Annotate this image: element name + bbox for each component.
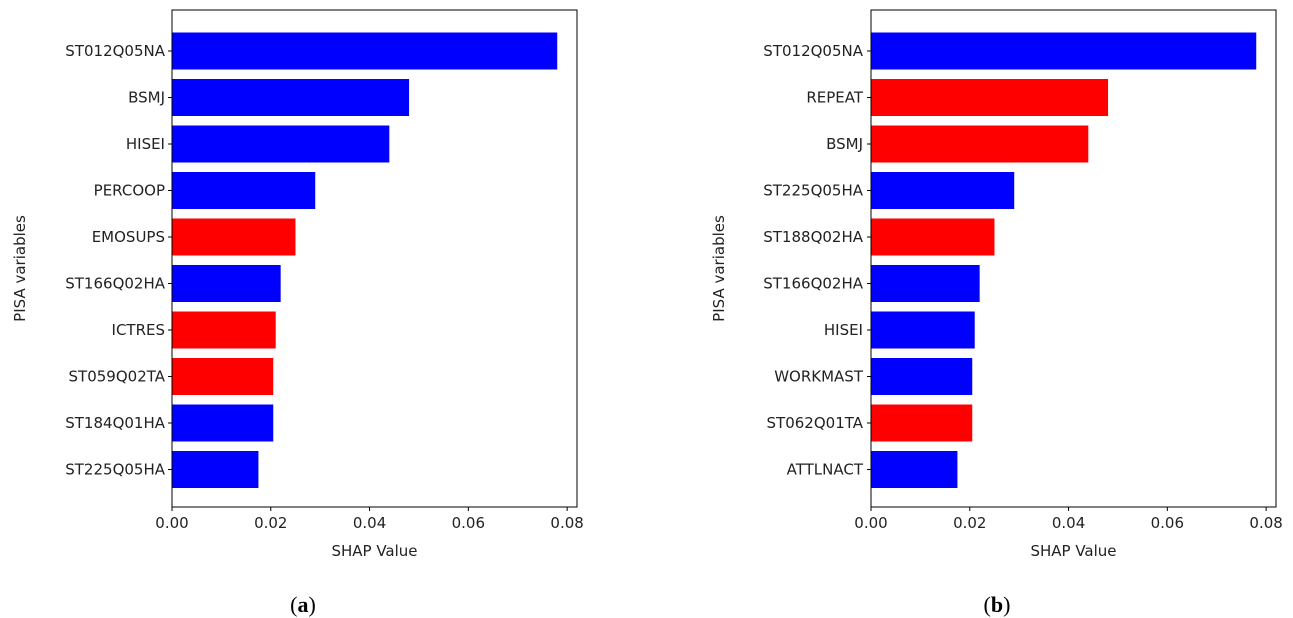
bar (172, 32, 558, 70)
y-tick-label: ST225Q05HA (763, 182, 863, 200)
y-tick-label: WORKMAST (774, 368, 864, 386)
caption-close-paren: ) (309, 592, 316, 617)
bar (871, 265, 980, 302)
x-axis-label: SHAP Value (331, 542, 417, 560)
y-tick-label: REPEAT (806, 89, 864, 107)
bar (172, 172, 316, 209)
bar (172, 451, 259, 488)
caption-close-paren: ) (1003, 592, 1010, 617)
y-tick-label: EMOSUPS (92, 228, 165, 246)
y-tick-label: ST184Q01HA (65, 414, 165, 432)
caption-letter: b (991, 592, 1003, 617)
bar (871, 358, 973, 395)
y-tick-label: ST012Q05NA (65, 42, 165, 60)
y-tick-label: ST166Q02HA (65, 275, 165, 293)
bar (172, 265, 281, 302)
plot-frame (870, 9, 1277, 508)
y-tick-label: HISEI (824, 321, 863, 339)
y-tick-label: ST062Q01TA (767, 414, 864, 432)
bar (172, 311, 276, 349)
bar (871, 404, 973, 442)
y-tick-label: ICTRES (112, 321, 165, 339)
chart-panel-b: ST012Q05NA REPEAT BSMJ ST225Q05HA ST188Q02HA… (710, 9, 1283, 617)
caption-open-paren: ( (290, 592, 297, 617)
bar (871, 79, 1109, 116)
x-tick-label: 0.06 (452, 514, 485, 532)
y-tick-label: ST188Q02HA (763, 228, 863, 246)
x-tick-label: 0.00 (854, 514, 887, 532)
bar (172, 218, 296, 256)
y-tick-label: ST166Q02HA (763, 275, 863, 293)
y-tick-label: BSMJ (826, 135, 863, 153)
caption-letter: a (298, 592, 309, 617)
y-tick-label: PERCOOP (94, 182, 165, 200)
y-tick-label: ST059Q02TA (69, 368, 166, 386)
x-tick-label: 0.02 (254, 514, 287, 532)
bar (172, 79, 410, 116)
y-axis-label: PISA variables (11, 215, 29, 322)
x-axis-label: SHAP Value (1030, 542, 1116, 560)
x-tick-label: 0.02 (953, 514, 986, 532)
x-tick-label: 0.08 (1249, 514, 1282, 532)
bar (871, 172, 1015, 209)
y-axis-label: PISA variables (710, 215, 728, 322)
panel-caption: (b) (984, 592, 1011, 617)
x-tick-label: 0.04 (1052, 514, 1085, 532)
chart-panel-a: ST012Q05NA BSMJ HISEI PERCOOP EMOSUPS ST166Q0… (11, 9, 584, 617)
y-tick-label: ST012Q05NA (763, 42, 863, 60)
x-tick-label: 0.06 (1151, 514, 1184, 532)
bar (871, 311, 975, 349)
panel-caption: (a) (290, 592, 316, 617)
x-tick-label: 0.00 (155, 514, 188, 532)
x-tick-label: 0.08 (550, 514, 583, 532)
y-tick-label: ATTLNACT (787, 461, 864, 479)
bar (871, 125, 1089, 163)
y-tick-label: ST225Q05HA (65, 461, 165, 479)
x-tick-label: 0.04 (353, 514, 386, 532)
y-tick-label: HISEI (126, 135, 165, 153)
caption-open-paren: ( (984, 592, 991, 617)
bar (871, 32, 1257, 70)
bar (172, 358, 274, 395)
bar (871, 218, 995, 256)
plot-frame (171, 9, 578, 508)
y-tick-label: BSMJ (128, 89, 165, 107)
bar (172, 125, 390, 163)
bar (172, 404, 274, 442)
bar (871, 451, 958, 488)
